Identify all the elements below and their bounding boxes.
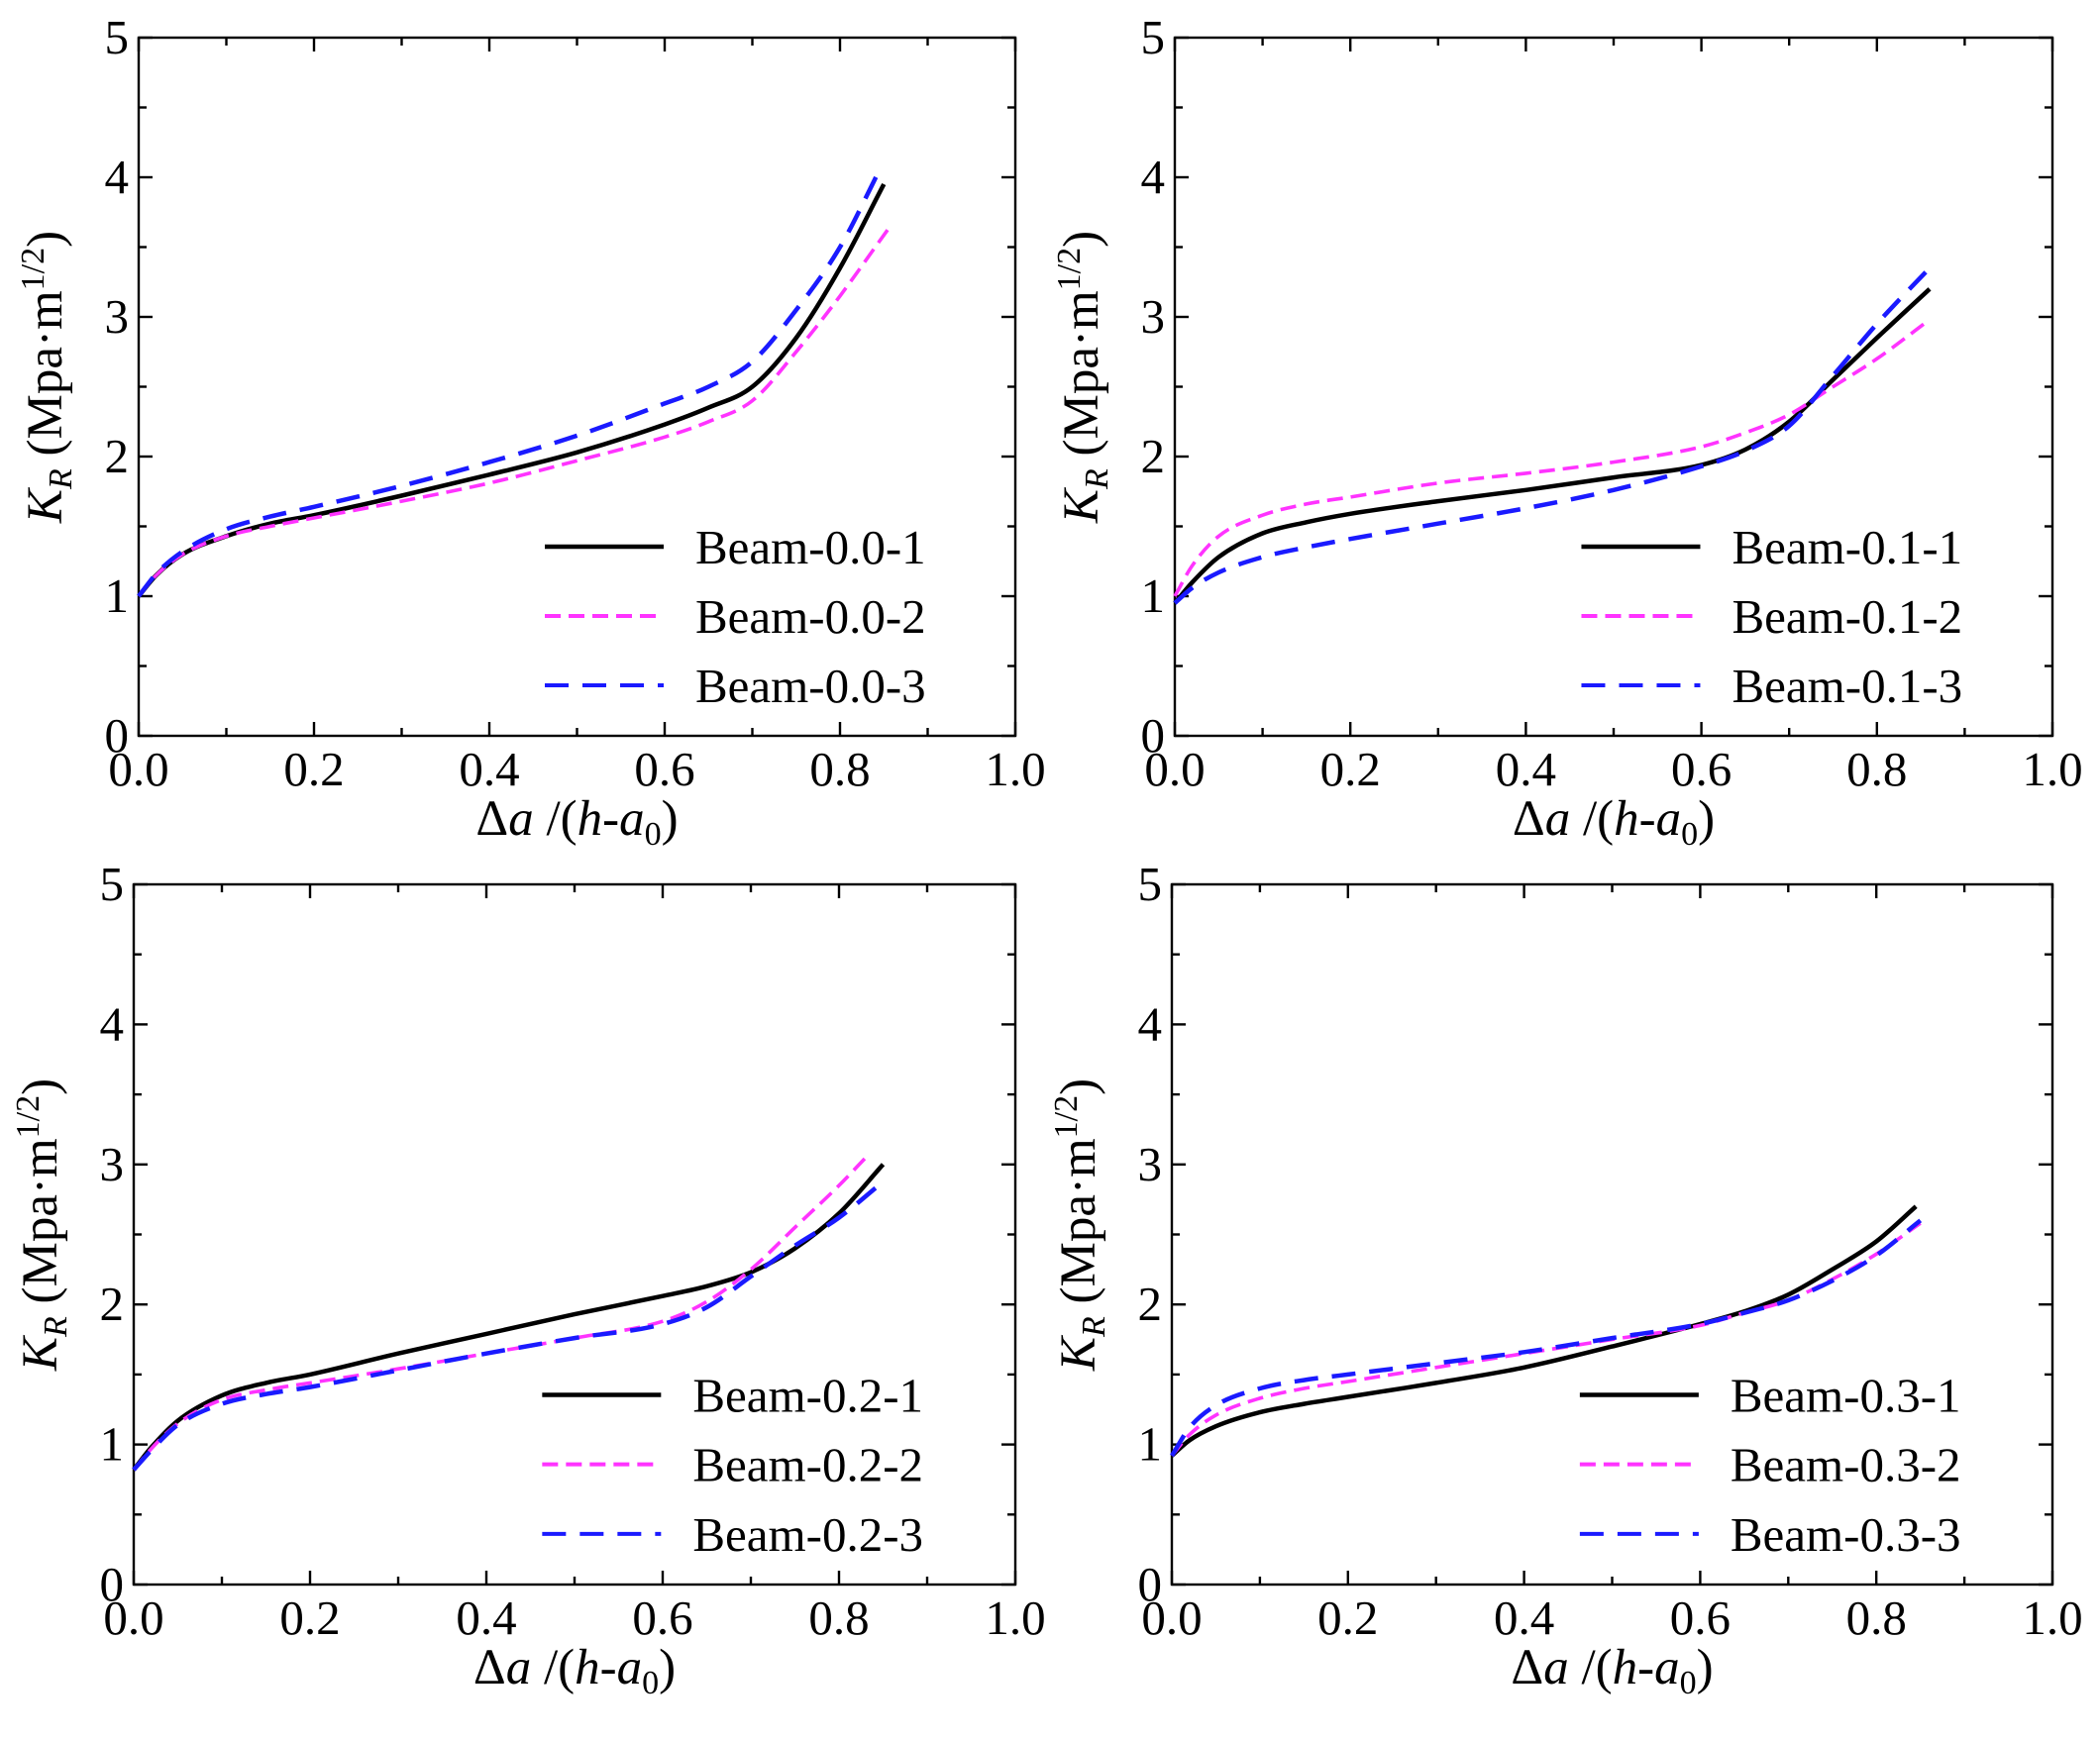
series-line-Beam-0.0-2 <box>137 228 891 598</box>
x-tick-label: 1.0 <box>2022 1590 2082 1645</box>
x-tick-label: 0.2 <box>283 742 344 796</box>
y-tick-label: 4 <box>105 150 130 204</box>
x-tick-label: 0.4 <box>1496 742 1556 796</box>
x-tick-label: 0.6 <box>1671 742 1732 796</box>
y-axis-label: KR (Mpa·m1/2) <box>10 1078 74 1372</box>
series-line-Beam-0.0-1 <box>137 182 887 598</box>
y-tick-label: 2 <box>105 429 130 483</box>
y-tick-label: 2 <box>1138 1277 1163 1331</box>
panel-bottom-right: 0.0 0.2 0.4 0.6 0.8 1.0 0 1 2 3 4 5 Δa /(h-a0) KR (Mp… <box>1048 857 2083 1701</box>
y-tick-label: 2 <box>1141 429 1166 483</box>
y-axis-label: KR (Mpa·m1/2) <box>1048 1078 1112 1372</box>
series-line-Beam-0.3-1 <box>1170 1204 1918 1458</box>
x-axis-label: Δa /(h-a0) <box>475 791 678 853</box>
y-tick-label: 1 <box>1138 1417 1163 1472</box>
x-tick-label: 0.8 <box>1846 742 1907 796</box>
x-tick-label: 0.4 <box>1494 1590 1554 1645</box>
y-tick-label: 5 <box>105 10 130 64</box>
legend-label: Beam-0.1-2 <box>1732 589 1962 644</box>
y-tick-label: 1 <box>1141 568 1166 623</box>
x-axis-label: Δa /(h-a0) <box>1511 1640 1713 1701</box>
y-axis-label: KR (Mpa·m1/2) <box>15 231 79 524</box>
y-tick-label: 4 <box>1141 150 1166 204</box>
legend-label: Beam-0.0-1 <box>695 520 926 574</box>
y-axis-label: KR (Mpa·m1/2) <box>1051 231 1115 524</box>
legend-label: Beam-0.3-1 <box>1731 1368 1961 1422</box>
x-tick-label: 0.8 <box>1846 1590 1907 1645</box>
y-tick-label: 0 <box>105 708 130 763</box>
series-line-Beam-0.3-3 <box>1170 1218 1923 1458</box>
y-tick-label: 5 <box>1138 857 1163 911</box>
series-line-Beam-0.1-3 <box>1173 266 1932 605</box>
x-tick-label: 0.8 <box>809 742 870 796</box>
y-tick-label: 3 <box>100 1137 125 1191</box>
x-tick-label: 0.2 <box>279 1590 340 1645</box>
x-tick-label: 0.8 <box>808 1590 869 1645</box>
panel-top-right: 0.0 0.2 0.4 0.6 0.8 1.0 0 1 2 3 4 5 Δa /(h-a0) KR (Mp… <box>1051 10 2083 853</box>
y-tick-label: 2 <box>100 1277 125 1331</box>
y-tick-label: 1 <box>105 568 130 623</box>
legend-label: Beam-0.0-2 <box>695 589 926 644</box>
legend-label: Beam-0.1-3 <box>1732 659 1962 713</box>
y-tick-label: 1 <box>100 1417 125 1472</box>
series-line-Beam-0.2-1 <box>132 1163 886 1472</box>
series-line-Beam-0.0-3 <box>137 168 882 598</box>
legend-label: Beam-0.2-3 <box>692 1507 923 1562</box>
x-tick-label: 1.0 <box>2022 742 2082 796</box>
x-tick-label: 0.0 <box>108 742 168 796</box>
x-tick-label: 1.0 <box>985 1590 1045 1645</box>
x-tick-label: 0.2 <box>1320 742 1381 796</box>
x-tick-label: 1.0 <box>985 742 1045 796</box>
x-tick-label: 0.6 <box>1670 1590 1731 1645</box>
panel-bottom-left: 0.0 0.2 0.4 0.6 0.8 1.0 0 1 2 3 4 5 Δa /(h-a0) KR (Mp… <box>10 857 1046 1701</box>
x-tick-label: 0.6 <box>632 1590 692 1645</box>
y-tick-label: 4 <box>1138 996 1163 1051</box>
series-line-Beam-0.2-3 <box>132 1183 881 1472</box>
y-tick-label: 0 <box>1141 708 1166 763</box>
y-tick-label: 3 <box>1141 289 1166 344</box>
x-tick-label: 0.0 <box>1144 742 1205 796</box>
x-tick-label: 0.6 <box>634 742 694 796</box>
y-tick-label: 3 <box>105 289 130 344</box>
legend-label: Beam-0.3-2 <box>1731 1438 1961 1492</box>
y-tick-label: 0 <box>100 1557 125 1611</box>
y-tick-label: 5 <box>1141 10 1166 64</box>
x-tick-label: 0.0 <box>1141 1590 1202 1645</box>
legend-label: Beam-0.1-1 <box>1732 520 1962 574</box>
legend-label: Beam-0.2-2 <box>692 1438 923 1492</box>
x-axis-label: Δa /(h-a0) <box>1513 791 1715 853</box>
y-tick-label: 0 <box>1138 1557 1163 1611</box>
legend-label: Beam-0.3-3 <box>1731 1507 1961 1562</box>
x-tick-label: 0.0 <box>103 1590 163 1645</box>
x-axis-label: Δa /(h-a0) <box>473 1640 676 1701</box>
panel-top-left: 0.0 0.2 0.4 0.6 0.8 1.0 0 1 2 3 4 5 Δa /(h-a0) KR (Mp… <box>15 10 1046 853</box>
y-tick-label: 3 <box>1138 1137 1163 1191</box>
x-tick-label: 0.4 <box>459 742 519 796</box>
y-tick-label: 4 <box>100 996 125 1051</box>
y-tick-label: 5 <box>100 857 125 911</box>
legend-label: Beam-0.2-1 <box>692 1368 923 1422</box>
x-tick-label: 0.2 <box>1317 1590 1378 1645</box>
legend-label: Beam-0.0-3 <box>695 659 926 713</box>
x-tick-label: 0.4 <box>456 1590 516 1645</box>
